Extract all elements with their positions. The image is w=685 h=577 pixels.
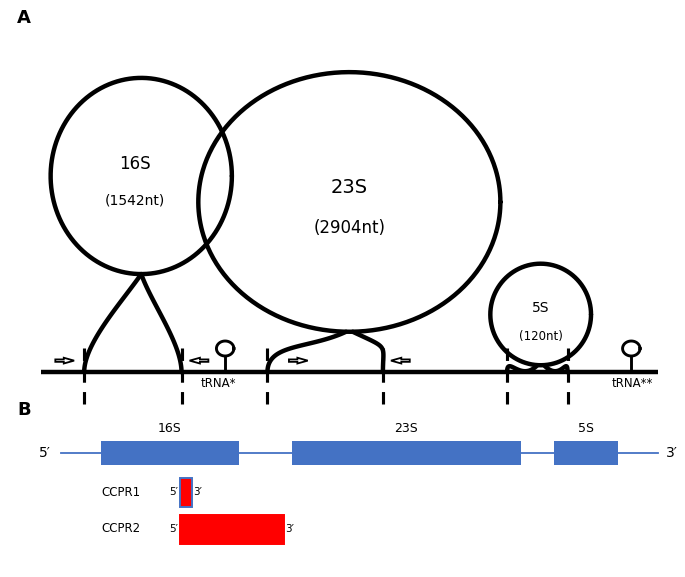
FancyArrow shape — [190, 358, 208, 364]
Text: 3′: 3′ — [667, 446, 678, 460]
Text: (1542nt): (1542nt) — [104, 193, 164, 207]
FancyArrow shape — [289, 358, 308, 364]
FancyArrow shape — [55, 358, 74, 364]
Text: B: B — [17, 401, 31, 419]
Text: tRNA**: tRNA** — [611, 377, 653, 390]
Text: (120nt): (120nt) — [519, 330, 562, 343]
Bar — [179, 515, 284, 544]
Text: 5′: 5′ — [169, 523, 178, 534]
Text: CCPR1: CCPR1 — [101, 486, 140, 499]
Text: A: A — [17, 9, 31, 27]
Bar — [179, 478, 192, 507]
Text: tRNA*: tRNA* — [200, 377, 236, 390]
Text: 16S: 16S — [158, 422, 182, 435]
Text: 5S: 5S — [577, 422, 594, 435]
Bar — [101, 441, 238, 465]
Text: 23S: 23S — [331, 178, 368, 197]
Bar — [292, 441, 521, 465]
Text: 3′: 3′ — [286, 523, 295, 534]
Bar — [554, 441, 618, 465]
Text: 5′: 5′ — [39, 446, 51, 460]
Text: 23S: 23S — [395, 422, 419, 435]
Text: 5S: 5S — [532, 301, 549, 314]
Text: (2904nt): (2904nt) — [313, 219, 386, 237]
FancyArrow shape — [391, 358, 410, 364]
Text: 3′: 3′ — [193, 487, 202, 497]
Text: 5′: 5′ — [169, 487, 178, 497]
Text: CCPR2: CCPR2 — [101, 522, 140, 535]
Text: 16S: 16S — [119, 155, 150, 174]
